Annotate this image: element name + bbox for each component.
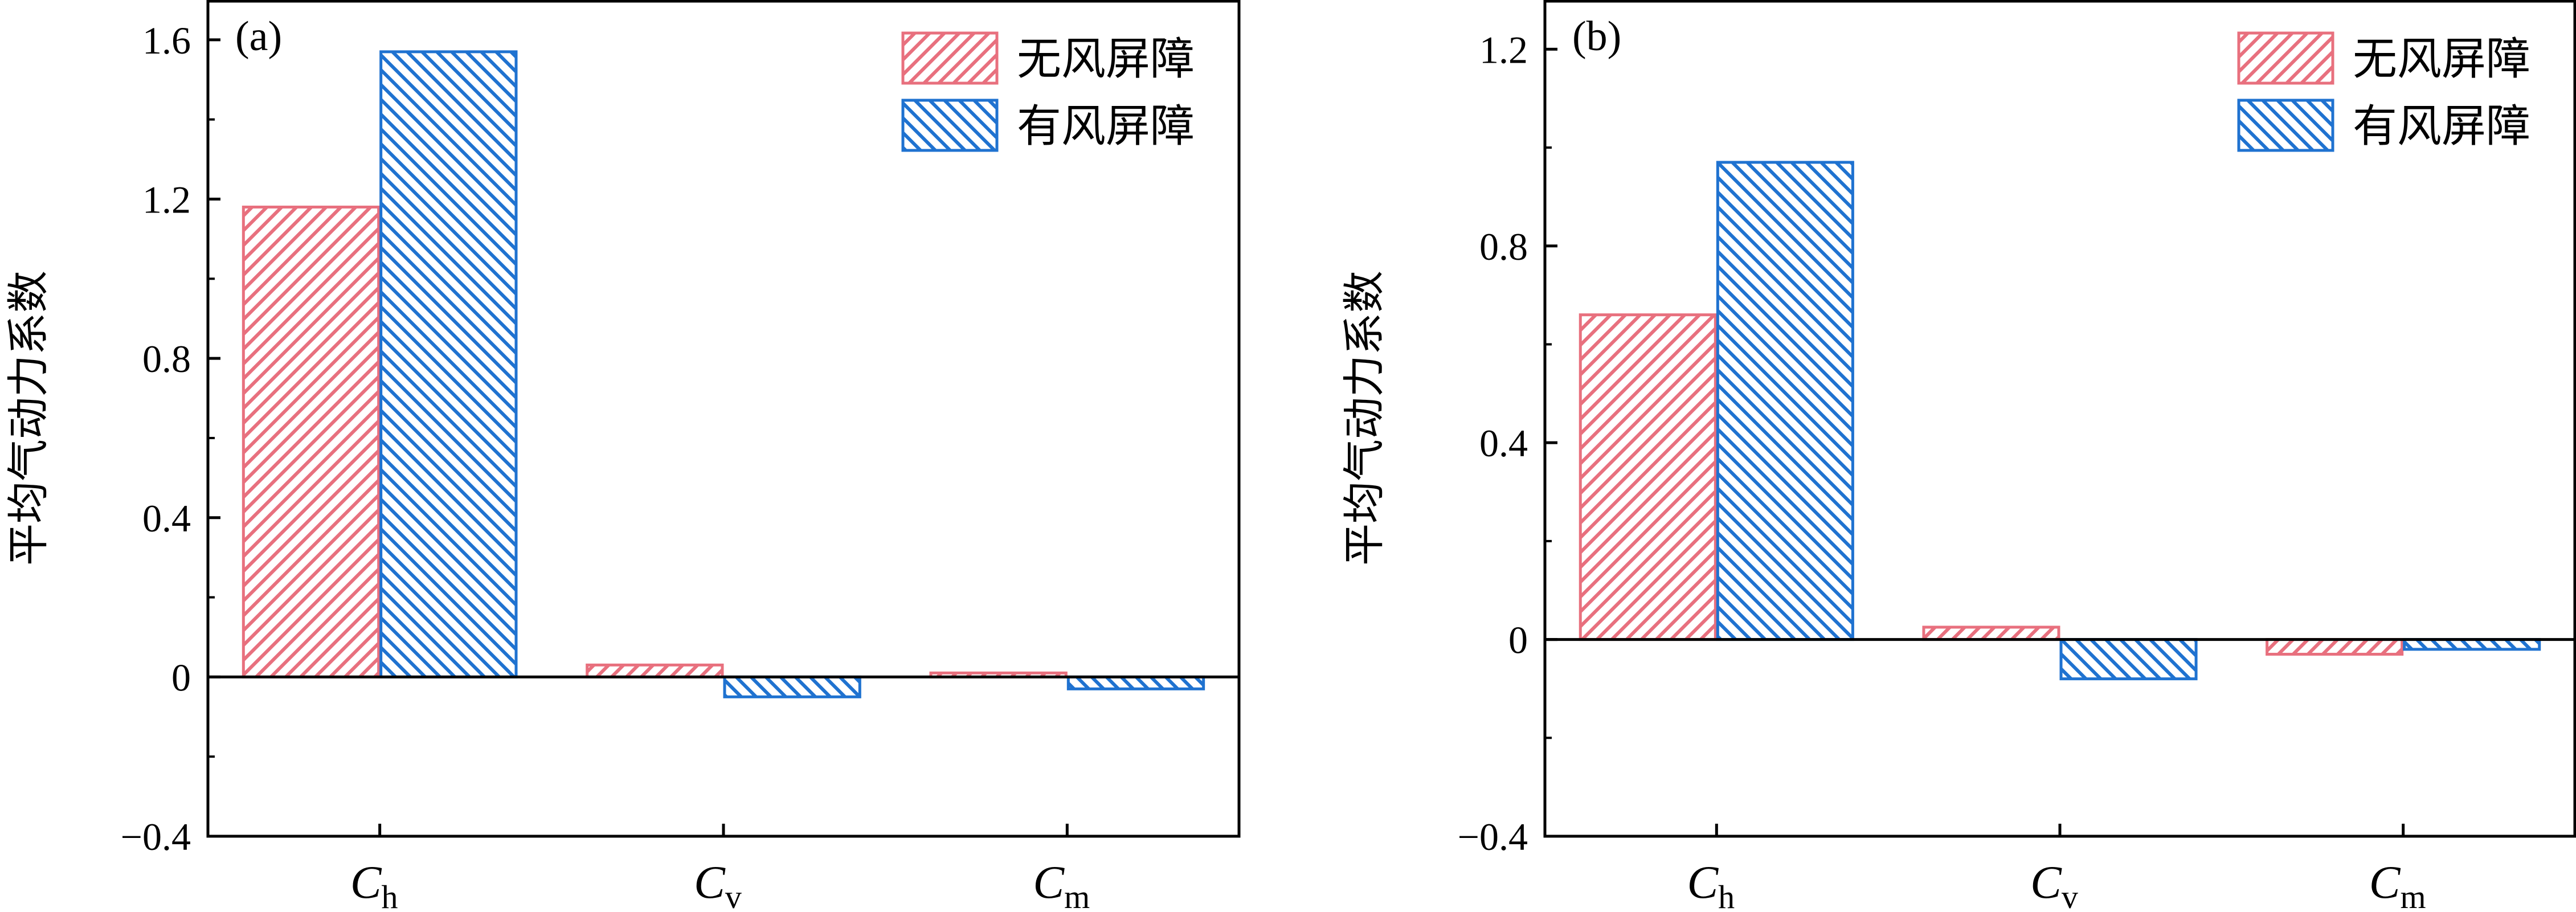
y-tick-label: 1.2 [142,178,191,222]
y-tick-label: 0 [1508,619,1528,662]
legend-label-1: 有风屏障 [1017,101,1195,152]
x-tick-label-v: Cv [694,856,742,912]
y-tick-label: 0.8 [142,337,191,381]
legend-label-0: 无风屏障 [1017,34,1195,85]
y-tick-label: 1.2 [1479,28,1528,71]
category-subscript: v [2062,878,2078,912]
y-tick-label: 0.4 [1479,422,1528,465]
category-subscript: v [725,878,742,912]
legend-swatch-0 [2237,31,2334,85]
bar-no-barrier-v [1922,625,2060,641]
bar-no-barrier-h [242,206,381,678]
x-tick-label-h: Ch [1687,856,1735,912]
category-subscript: m [2400,878,2426,912]
category-symbol: C [2030,856,2062,908]
category-symbol: C [1033,856,1065,908]
y-tick-label: 1.6 [142,19,191,62]
legend-swatch-1 [2237,99,2334,152]
y-tick-label: −0.4 [121,815,191,858]
bar-with-barrier-v [2059,638,2198,681]
y-tick-label: 0 [171,656,191,699]
x-tick-label-m: Cm [2369,856,2426,912]
panel-label: (a) [235,13,282,60]
legend-swatch-1 [901,99,999,152]
bar-with-barrier-h [379,50,518,678]
bar-no-barrier-v [586,663,724,678]
category-symbol: C [694,856,726,908]
category-subscript: h [382,878,398,912]
x-tick-label-h: Ch [350,856,398,912]
x-tick-label-v: Cv [2030,856,2078,912]
bar-with-barrier-v [723,675,861,698]
y-tick-label: 0.8 [1479,225,1528,268]
y-tick-label: 0.4 [142,497,191,540]
bar-with-barrier-h [1716,161,1854,641]
legend-swatch-0 [901,31,999,85]
bar-with-barrier-m [2403,638,2541,651]
x-tick-label-m: Cm [1033,856,1090,912]
panel-label: (b) [1572,13,1621,60]
category-subscript: h [1718,878,1735,912]
legend-label-1: 有风屏障 [2353,101,2530,152]
bar-with-barrier-m [1066,675,1205,690]
y-tick-label: −0.4 [1458,815,1528,858]
category-symbol: C [2369,856,2401,908]
y-axis-label: 平均气动力系数 [1340,271,1389,566]
legend-label-0: 无风屏障 [2353,34,2530,85]
category-symbol: C [1687,856,1719,908]
bar-no-barrier-h [1579,313,1717,641]
bar-no-barrier-m [2266,638,2404,656]
category-symbol: C [350,856,382,908]
y-axis-label: 平均气动力系数 [4,271,53,566]
category-subscript: m [1064,878,1090,912]
